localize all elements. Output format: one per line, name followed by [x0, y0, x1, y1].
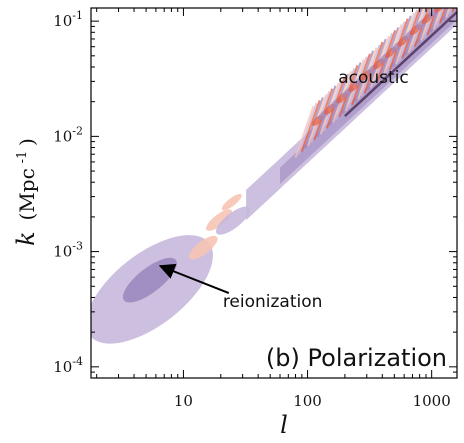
- blob-4: [221, 194, 242, 211]
- acoustic-peak: [434, 8, 446, 13]
- y-axis-label-close: ): [15, 138, 39, 146]
- blob-1: [189, 235, 218, 260]
- blob-3: [215, 206, 251, 235]
- acoustic-peak: [445, 0, 459, 3]
- y-tick-label-exp: -2: [72, 124, 83, 137]
- acoustic-fringe: [432, 8, 443, 30]
- contour-layer: [91, 0, 459, 344]
- x-tick-label: 1000: [413, 392, 451, 410]
- acoustic-fringe: [429, 8, 441, 33]
- acoustic-fringe: [442, 8, 449, 21]
- acoustic-fringe: [297, 102, 318, 155]
- x-axis-label: l: [280, 411, 288, 439]
- y-axis-label-exp: -1: [15, 151, 30, 164]
- y-tick-label: 10-1: [53, 9, 83, 30]
- y-tick-label-base: 10: [53, 358, 72, 376]
- annotation-arrow: [158, 263, 230, 295]
- acoustic-fringe: [435, 8, 445, 27]
- y-tick-label-base: 10: [53, 243, 72, 261]
- acoustic-fringe: [445, 8, 451, 18]
- y-tick-label-exp: -4: [72, 355, 83, 368]
- y-tick-label-exp: -1: [72, 9, 83, 22]
- acoustic-fringe: [439, 8, 447, 24]
- annotations: acoustic reionization: [158, 68, 409, 312]
- y-axis-label-main: k: [12, 231, 40, 246]
- panel-label: (b) Polarization: [266, 344, 447, 372]
- acoustic-fringe: [300, 99, 321, 152]
- annotation-acoustic: acoustic: [338, 68, 409, 88]
- y-tick-label-base: 10: [53, 12, 72, 30]
- y-tick-label: 10-3: [53, 240, 83, 261]
- y-tick-label: 10-2: [53, 124, 83, 145]
- y-axis-label: k (Mpc -1 ): [12, 138, 40, 246]
- x-tick-label: 10: [174, 392, 193, 410]
- blob-2: [206, 209, 233, 231]
- y-tick-label: 10-4: [53, 355, 83, 376]
- plot-frame: [90, 7, 458, 379]
- annotation-reionization: reionization: [223, 292, 323, 312]
- acoustic-fringe: [454, 8, 457, 9]
- y-tick-label-exp: -3: [72, 240, 83, 253]
- y-tick-label-base: 10: [53, 127, 72, 145]
- acoustic-ridge: [344, 11, 457, 118]
- x-tick-label: 100: [293, 392, 322, 410]
- y-axis-label-unit: (Mpc: [15, 168, 39, 220]
- acoustic-fringe: [294, 105, 315, 158]
